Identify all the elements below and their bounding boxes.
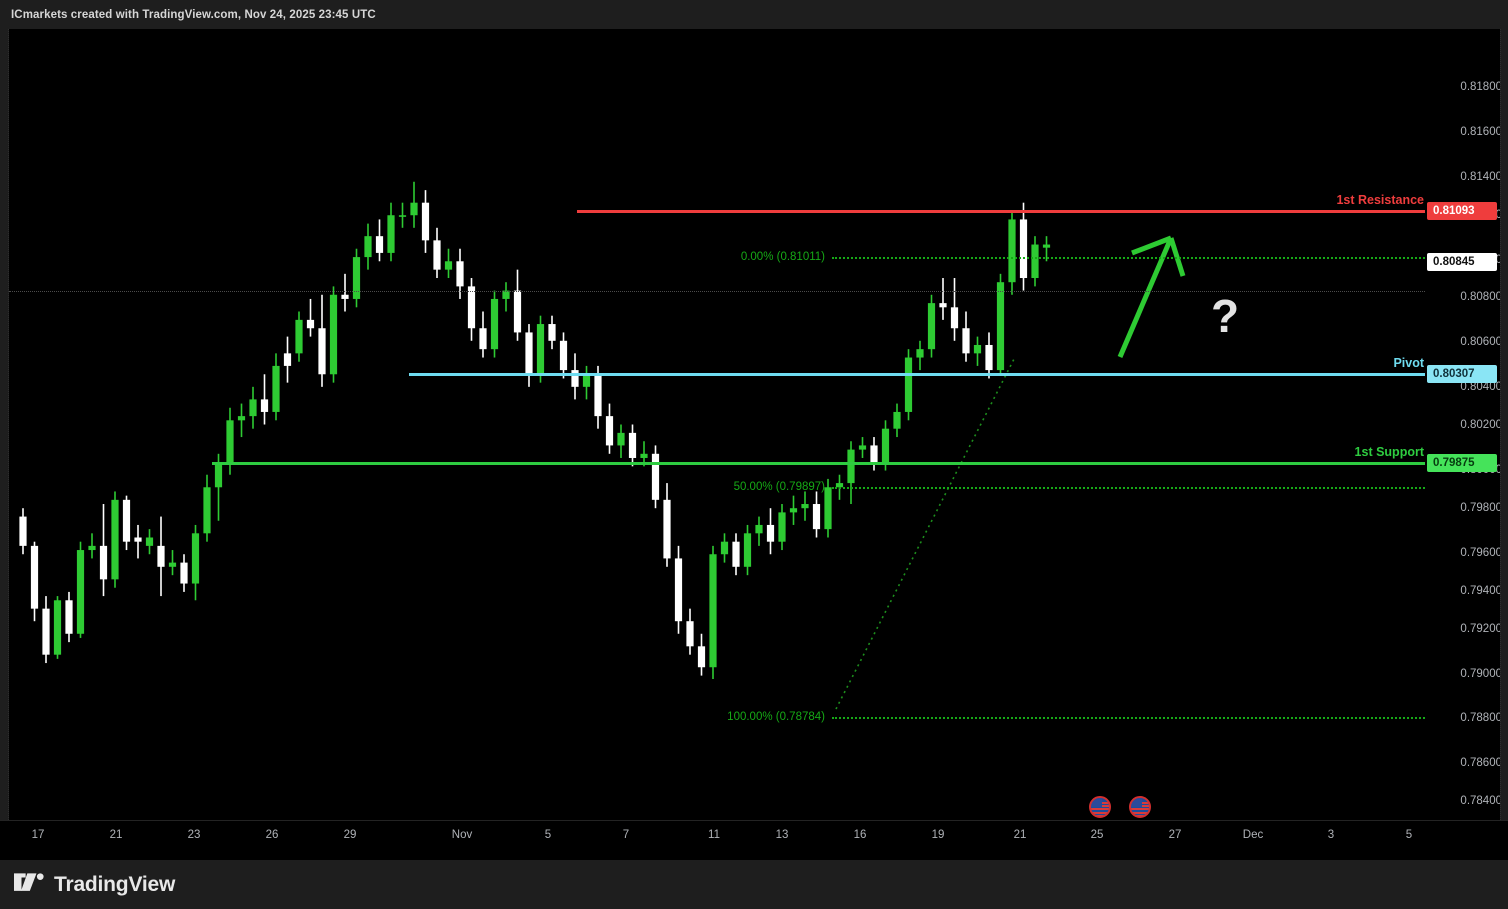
price-scale[interactable]: 0.818000.816000.814000.812000.810000.808… xyxy=(1425,29,1508,845)
fib-trend-line[interactable] xyxy=(835,358,1015,710)
fib-level-line[interactable] xyxy=(832,487,1425,489)
time-tick: 7 xyxy=(622,829,630,841)
chart-drawings-overlay xyxy=(835,235,1186,710)
time-tick: 26 xyxy=(265,829,279,841)
current-price-dotted-line xyxy=(9,291,1425,292)
time-tick: 13 xyxy=(775,829,789,841)
level-label: 1st Resistance xyxy=(1336,193,1424,207)
time-tick: 19 xyxy=(931,829,945,841)
time-tick: 25 xyxy=(1090,829,1104,841)
price-tick: 0.80800 xyxy=(1460,291,1502,303)
fib-level-label: 100.00% (0.78784) xyxy=(727,711,825,723)
time-tick: Dec xyxy=(1242,829,1264,841)
price-tick: 0.81400 xyxy=(1460,171,1502,183)
price-tick: 0.79400 xyxy=(1460,585,1502,597)
price-tick: 0.79000 xyxy=(1460,668,1502,680)
fib-level-line[interactable] xyxy=(832,257,1425,259)
time-tick: 3 xyxy=(1327,829,1335,841)
price-tick: 0.81600 xyxy=(1460,126,1502,138)
right-rail xyxy=(1500,29,1508,820)
time-scale[interactable]: 17 21 23 26 29 Nov 5 7 11 13 16 19 21 25 27 Dec 3 5 xyxy=(0,820,1508,860)
fib-level-label: 0.00% (0.81011) xyxy=(740,251,825,263)
chart-attribution-header: ICmarkets created with TradingView.com, … xyxy=(0,0,1508,29)
economic-event-marker-us[interactable] xyxy=(1129,796,1151,818)
chart-footer: TradingView xyxy=(0,860,1508,909)
level-price-tag: 0.81093 xyxy=(1427,202,1497,220)
time-tick: 16 xyxy=(853,829,867,841)
time-tick: Nov xyxy=(451,829,473,841)
time-tick: 21 xyxy=(1013,829,1027,841)
time-tick: 21 xyxy=(109,829,123,841)
price-tick: 0.78800 xyxy=(1460,712,1502,724)
chart-plot-area[interactable]: 0.00% (0.81011) 50.00% (0.79897) 100.00% (… xyxy=(9,29,1425,820)
current-price-tag: 0.80845 xyxy=(1427,253,1497,271)
economic-event-marker-us[interactable] xyxy=(1089,796,1111,818)
price-tick: 0.78400 xyxy=(1460,795,1502,807)
level-price-tag: 0.79875 xyxy=(1427,454,1497,472)
price-tick: 0.79800 xyxy=(1460,502,1502,514)
time-tick: 23 xyxy=(187,829,201,841)
price-tick: 0.80200 xyxy=(1460,419,1502,431)
time-tick: 11 xyxy=(708,829,720,841)
time-tick: 17 xyxy=(31,829,45,841)
level-price-tag: 0.80307 xyxy=(1427,365,1497,383)
time-tick: 5 xyxy=(544,829,552,841)
time-tick: 27 xyxy=(1168,829,1182,841)
level-label: Pivot xyxy=(1393,356,1424,370)
fib-level-label: 50.00% (0.79897) xyxy=(733,481,825,493)
price-tick: 0.79600 xyxy=(1460,547,1502,559)
bullish-arrow-head-0 xyxy=(1131,235,1172,256)
level-label: 1st Support xyxy=(1354,445,1424,459)
question-mark-annotation: ? xyxy=(1211,290,1240,342)
price-tick: 0.79200 xyxy=(1460,623,1502,635)
level-line[interactable] xyxy=(212,462,1425,465)
tradingview-logo-icon xyxy=(14,872,44,897)
time-tick: 29 xyxy=(343,829,357,841)
price-tick: 0.81800 xyxy=(1460,81,1502,93)
brand-name: TradingView xyxy=(54,872,176,896)
attribution-text: ICmarkets created with TradingView.com, … xyxy=(11,8,376,21)
level-line[interactable] xyxy=(577,210,1425,213)
left-rail xyxy=(0,29,9,820)
price-tick: 0.80400 xyxy=(1460,381,1502,393)
price-tick: 0.80600 xyxy=(1460,336,1502,348)
bullish-arrow-shaft[interactable] xyxy=(1117,237,1174,358)
fib-level-line[interactable] xyxy=(832,717,1425,719)
time-tick: 5 xyxy=(1405,829,1413,841)
level-line[interactable] xyxy=(409,373,1425,376)
price-tick: 0.78600 xyxy=(1460,757,1502,769)
